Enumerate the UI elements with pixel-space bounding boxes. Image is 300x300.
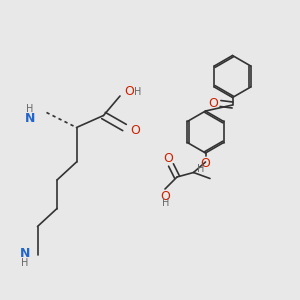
Text: O: O [124,85,134,98]
Text: H: H [21,257,28,268]
Text: N: N [20,247,30,260]
Text: O: O [201,157,210,170]
Text: H: H [197,164,205,175]
Text: H: H [162,198,169,208]
Text: O: O [163,152,173,166]
Text: N: N [25,112,35,125]
Text: H: H [26,104,34,115]
Text: O: O [208,97,218,110]
Text: O: O [160,190,170,203]
Text: O: O [130,124,140,137]
Text: H: H [134,86,142,97]
